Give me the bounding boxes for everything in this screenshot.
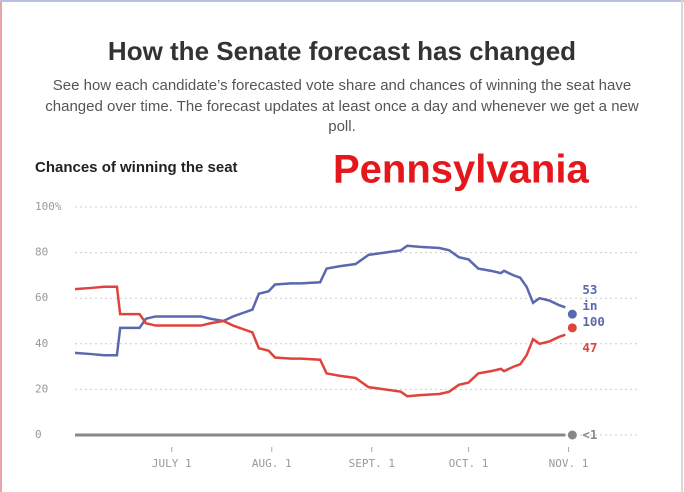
annotation: Pennsylvania xyxy=(333,148,589,192)
y-tick-label: 80 xyxy=(35,246,48,259)
x-tick-label: NOV. 1 xyxy=(549,457,589,470)
y-tick-label: 20 xyxy=(35,382,48,395)
end-dot xyxy=(567,430,577,440)
x-tick-label: AUG. 1 xyxy=(252,457,292,470)
y-tick-label: 100% xyxy=(35,200,62,213)
end-label: 53 in 100 xyxy=(582,282,605,330)
end-label: <1 xyxy=(582,427,598,442)
end-label: 47 xyxy=(582,339,598,355)
x-tick-label: OCT. 1 xyxy=(449,457,489,470)
end-dot xyxy=(567,309,577,319)
x-tick-label: JULY 1 xyxy=(152,457,192,470)
series-line xyxy=(74,285,566,398)
y-tick-label: 40 xyxy=(35,337,48,350)
y-tick-label: 60 xyxy=(35,291,48,304)
page-title: How the Senate forecast has changed xyxy=(108,36,576,66)
x-tick-label: SEPT. 1 xyxy=(349,457,395,470)
chart-title: Chances of winning the seat xyxy=(35,159,238,176)
subtitle: See how each candidate’s forecasted vote… xyxy=(45,77,639,135)
end-dot xyxy=(567,323,577,333)
y-tick-label: 0 xyxy=(35,428,42,441)
series-line xyxy=(74,244,566,357)
